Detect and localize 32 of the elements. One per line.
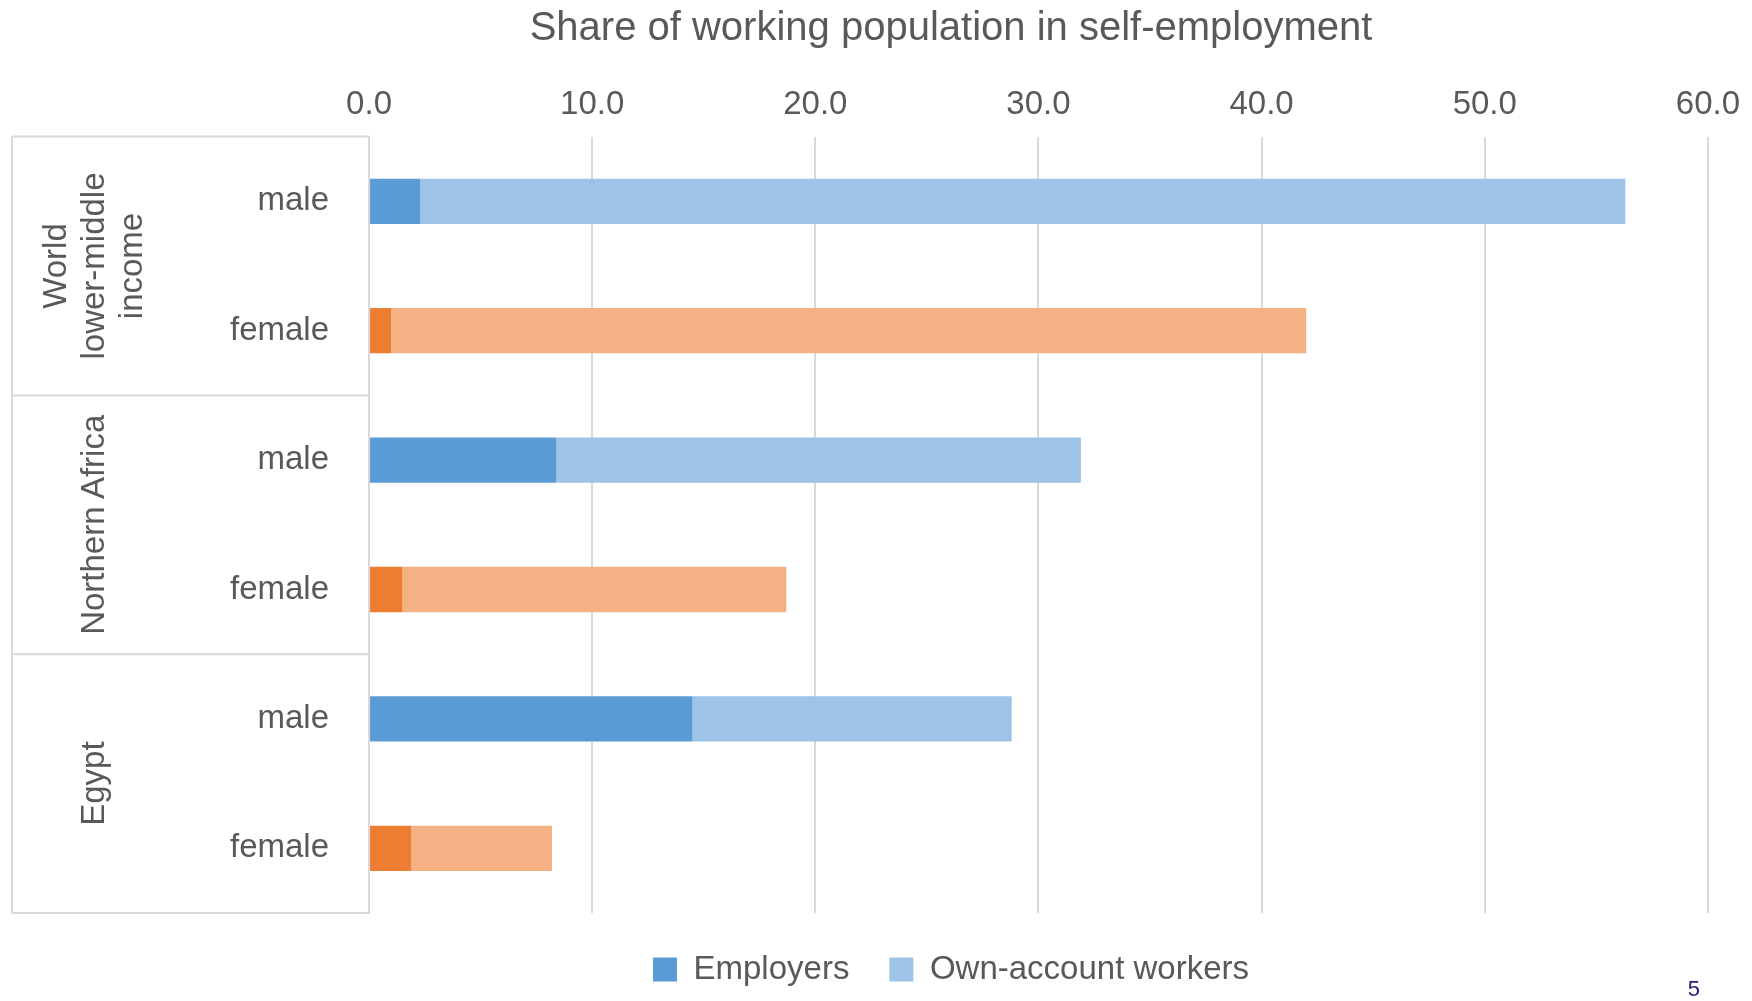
chart-title: Share of working population in self-employment xyxy=(529,4,1373,49)
bar xyxy=(370,178,421,224)
x-tick-label: 50.0 xyxy=(1452,83,1517,121)
bar xyxy=(420,178,1626,224)
bar xyxy=(391,308,1307,354)
bar xyxy=(370,566,403,613)
y-tick-label: male xyxy=(257,697,330,735)
legend-label: Employers xyxy=(693,948,850,986)
x-tick-label: 0.0 xyxy=(346,83,392,121)
x-tick-label: 40.0 xyxy=(1229,83,1294,121)
bar xyxy=(411,825,553,871)
x-tick-label: 20.0 xyxy=(783,83,848,121)
x-tick-label: 30.0 xyxy=(1006,83,1071,121)
y-tick-label: female xyxy=(229,568,330,606)
legend-label: Own-account workers xyxy=(929,948,1249,986)
bar xyxy=(370,308,392,354)
bar xyxy=(556,437,1081,483)
text: Northern Africa xyxy=(74,414,112,635)
y-tick-label: female xyxy=(229,827,330,865)
y-tick-label: male xyxy=(257,180,330,218)
bar xyxy=(370,696,693,742)
x-tick-label: 10.0 xyxy=(560,83,625,121)
text: World lower-middle income xyxy=(36,172,150,360)
bar xyxy=(692,696,1012,742)
y-tick-label: female xyxy=(229,309,330,347)
x-tick-label: 60.0 xyxy=(1675,83,1740,121)
text: Egypt xyxy=(74,741,112,826)
bar xyxy=(402,566,787,613)
text: 5 xyxy=(1687,976,1700,1001)
bar xyxy=(370,825,412,871)
y-tick-label: male xyxy=(257,439,330,477)
bar xyxy=(370,437,557,483)
